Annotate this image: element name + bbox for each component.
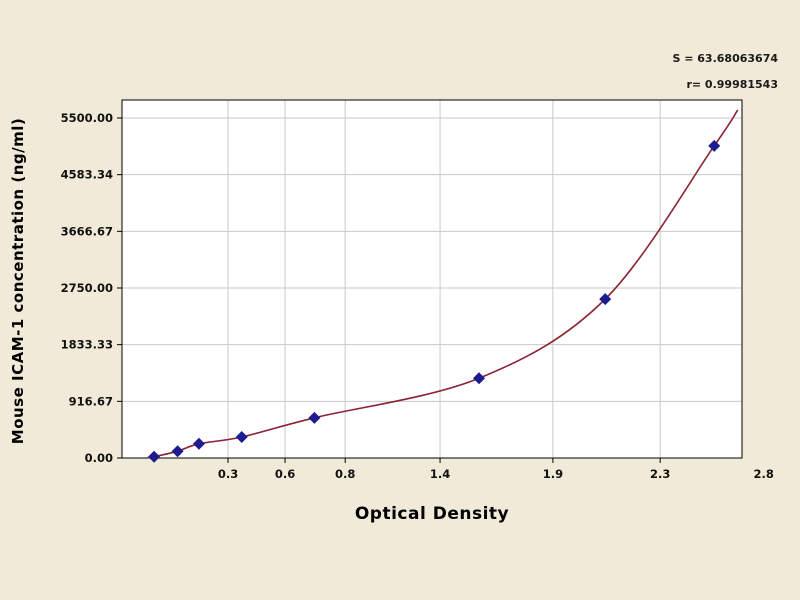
y-tick-label: 916.67 — [69, 394, 113, 408]
plot-border — [121, 99, 743, 459]
fit-statistics: S = 63.68063674 r= 0.99981543 — [672, 46, 778, 98]
y-tick-label: 0.00 — [85, 451, 113, 465]
data-point — [599, 293, 612, 306]
y-tick-label: 4583.34 — [61, 168, 113, 182]
x-tick-label: 0.3 — [218, 467, 238, 481]
y-tick-label: 2750.00 — [61, 281, 113, 295]
x-tick-label: 2.3 — [650, 467, 670, 481]
fit-statistic-r: r= 0.99981543 — [686, 78, 778, 91]
data-point — [473, 372, 486, 385]
x-tick-label: 0.6 — [275, 467, 295, 481]
data-point — [235, 430, 248, 443]
data-point — [708, 139, 721, 152]
data-point — [308, 411, 321, 424]
y-axis-title: Mouse ICAM-1 concentration (ng/ml) — [9, 117, 27, 445]
y-tick-label: 5500.00 — [61, 111, 113, 125]
x-axis-title: Optical Density — [354, 504, 510, 524]
fit-statistic-s: S = 63.68063674 — [672, 52, 778, 65]
data-point — [192, 437, 205, 450]
x-tick-label: 1.4 — [430, 467, 450, 481]
x-tick-label: 1.9 — [543, 467, 563, 481]
data-point — [171, 445, 184, 458]
plot-background — [122, 100, 742, 458]
y-tick-label: 1833.33 — [61, 338, 113, 352]
y-tick-label: 3666.67 — [61, 224, 113, 238]
x-tick-label: 0.8 — [335, 467, 355, 481]
x-tick-label: 2.8 — [754, 467, 774, 481]
data-point — [148, 450, 161, 463]
